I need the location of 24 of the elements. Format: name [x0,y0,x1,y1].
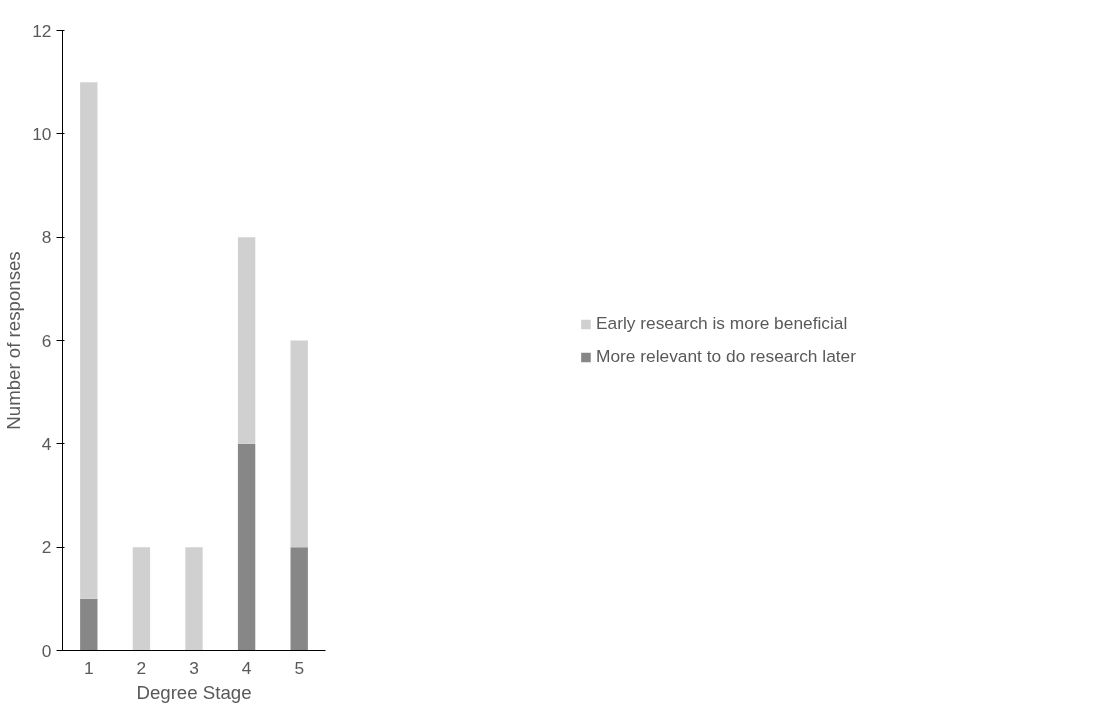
bar [237,443,256,651]
y-tick-label: 12 [32,20,52,41]
y-tick-label: 10 [32,123,52,144]
y-tick-label: 2 [41,537,52,558]
x-tick-label: 3 [189,657,199,678]
x-axis-title: Degree Stage [136,681,252,703]
x-tick-label: 5 [294,657,305,678]
bar [132,547,151,651]
x-tick-label: 2 [136,657,147,678]
y-tick-label: 4 [41,433,52,454]
bar [237,237,256,444]
y-axis-title: Number of responses [3,251,25,430]
bar [290,340,308,548]
y-tick-label: 6 [41,330,52,351]
legend-label: More relevant to do research later [595,346,857,367]
y-tick-label: 0 [41,640,52,661]
bar [290,547,308,651]
bar [80,598,98,651]
x-tick-label: 1 [83,657,94,678]
legend-label: Early research is more beneficial [595,313,848,334]
y-tick-label: 8 [41,227,52,248]
x-tick-label: 4 [241,657,252,678]
bar [185,547,203,651]
bar [80,82,98,599]
